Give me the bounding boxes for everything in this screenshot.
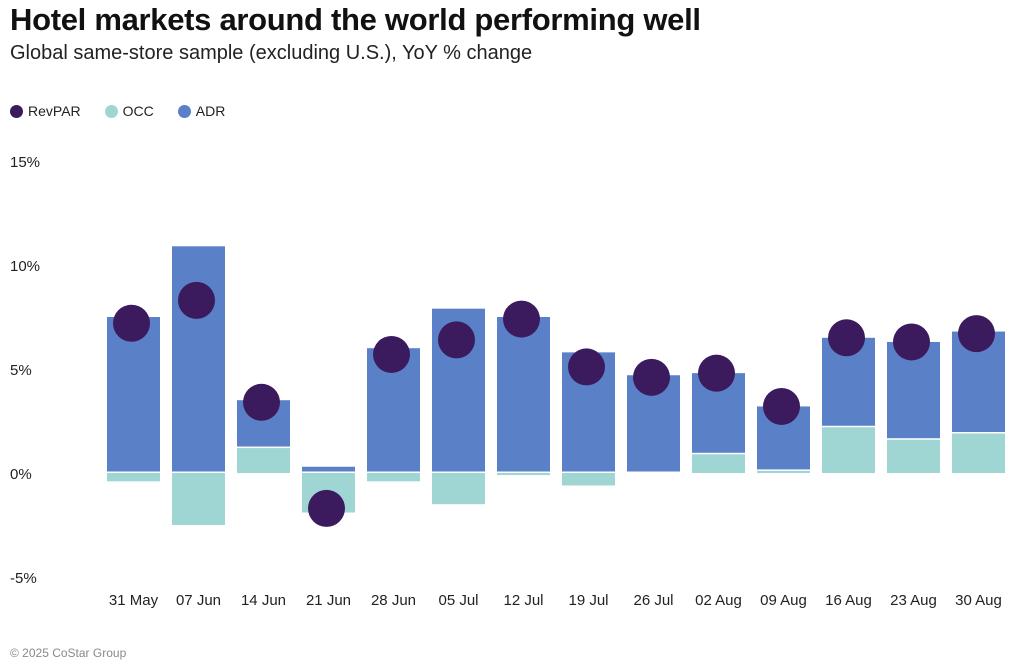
- x-tick-label: 16 Aug: [825, 592, 872, 609]
- x-tick-label: 09 Aug: [760, 592, 807, 609]
- x-tick-label: 30 Aug: [955, 592, 1002, 609]
- occ-bar: [757, 470, 810, 473]
- x-tick-label: 14 Jun: [241, 592, 286, 609]
- revpar-point: [633, 358, 670, 396]
- legend-label-revpar: RevPAR: [28, 103, 81, 119]
- occ-bar: [692, 454, 745, 473]
- x-tick-label: 28 Jun: [371, 592, 416, 609]
- y-tick-label: -5%: [10, 570, 37, 587]
- adr-bar: [302, 466, 355, 472]
- x-tick-label: 12 Jul: [503, 592, 543, 609]
- y-tick-label: 5%: [10, 362, 32, 379]
- chart-plot: 15% 10% 5% 0% -5% 31 May 07 Jun 14 Jun 21 Jun 28 …: [10, 154, 1005, 609]
- legend-marker-revpar: [10, 104, 23, 118]
- y-tick-label: 10%: [10, 258, 40, 275]
- legend-marker-adr: [177, 104, 191, 118]
- copyright-footer: © 2025 CoStar Group: [10, 646, 127, 660]
- adr-bar: [497, 317, 550, 472]
- revpar-point: [243, 383, 280, 421]
- adr-bar: [107, 317, 160, 472]
- revpar-point: [893, 323, 930, 361]
- revpar-point: [958, 315, 995, 353]
- occ-bar: [237, 448, 290, 473]
- occ-bar: [562, 473, 615, 486]
- occ-bar: [432, 473, 485, 505]
- revpar-point: [438, 321, 475, 359]
- revpar-point: [308, 489, 345, 527]
- occ-bar: [172, 473, 225, 525]
- y-tick-label: 15%: [10, 154, 40, 171]
- revpar-point: [373, 335, 410, 373]
- y-tick-label: 0%: [10, 466, 32, 483]
- legend-item-revpar: RevPAR: [10, 103, 81, 119]
- legend-label-occ: OCC: [122, 103, 154, 119]
- revpar-point: [113, 304, 150, 342]
- occ-bar: [887, 439, 940, 473]
- legend-label-adr: ADR: [195, 103, 226, 119]
- revpar-point: [763, 387, 800, 425]
- legend-item-occ: OCC: [104, 103, 154, 119]
- chart-subtitle: Global same-store sample (excluding U.S.…: [10, 42, 533, 64]
- revpar-point: [178, 281, 215, 319]
- x-tick-label: 05 Jul: [438, 592, 478, 609]
- x-tick-label: 07 Jun: [176, 592, 221, 609]
- occ-bar: [822, 427, 875, 473]
- chart-legend: RevPAR OCC ADR: [10, 103, 249, 119]
- x-tick-label: 23 Aug: [890, 592, 937, 609]
- legend-marker-occ: [104, 104, 118, 118]
- x-tick-label: 19 Jul: [568, 592, 608, 609]
- x-tick-label: 02 Aug: [695, 592, 742, 609]
- occ-bar: [107, 473, 160, 482]
- revpar-point: [828, 319, 865, 357]
- x-tick-label: 31 May: [109, 592, 159, 609]
- x-tick-label: 21 Jun: [306, 592, 351, 609]
- x-tick-label: 26 Jul: [633, 592, 673, 609]
- chart-title: Hotel markets around the world performin…: [10, 2, 701, 37]
- occ-bar: [952, 433, 1005, 473]
- adr-bar: [172, 246, 225, 472]
- legend-item-adr: ADR: [177, 103, 226, 119]
- revpar-point: [503, 300, 540, 338]
- revpar-point: [568, 348, 605, 386]
- occ-bar: [497, 473, 550, 476]
- occ-bar: [367, 473, 420, 482]
- revpar-point: [698, 354, 735, 392]
